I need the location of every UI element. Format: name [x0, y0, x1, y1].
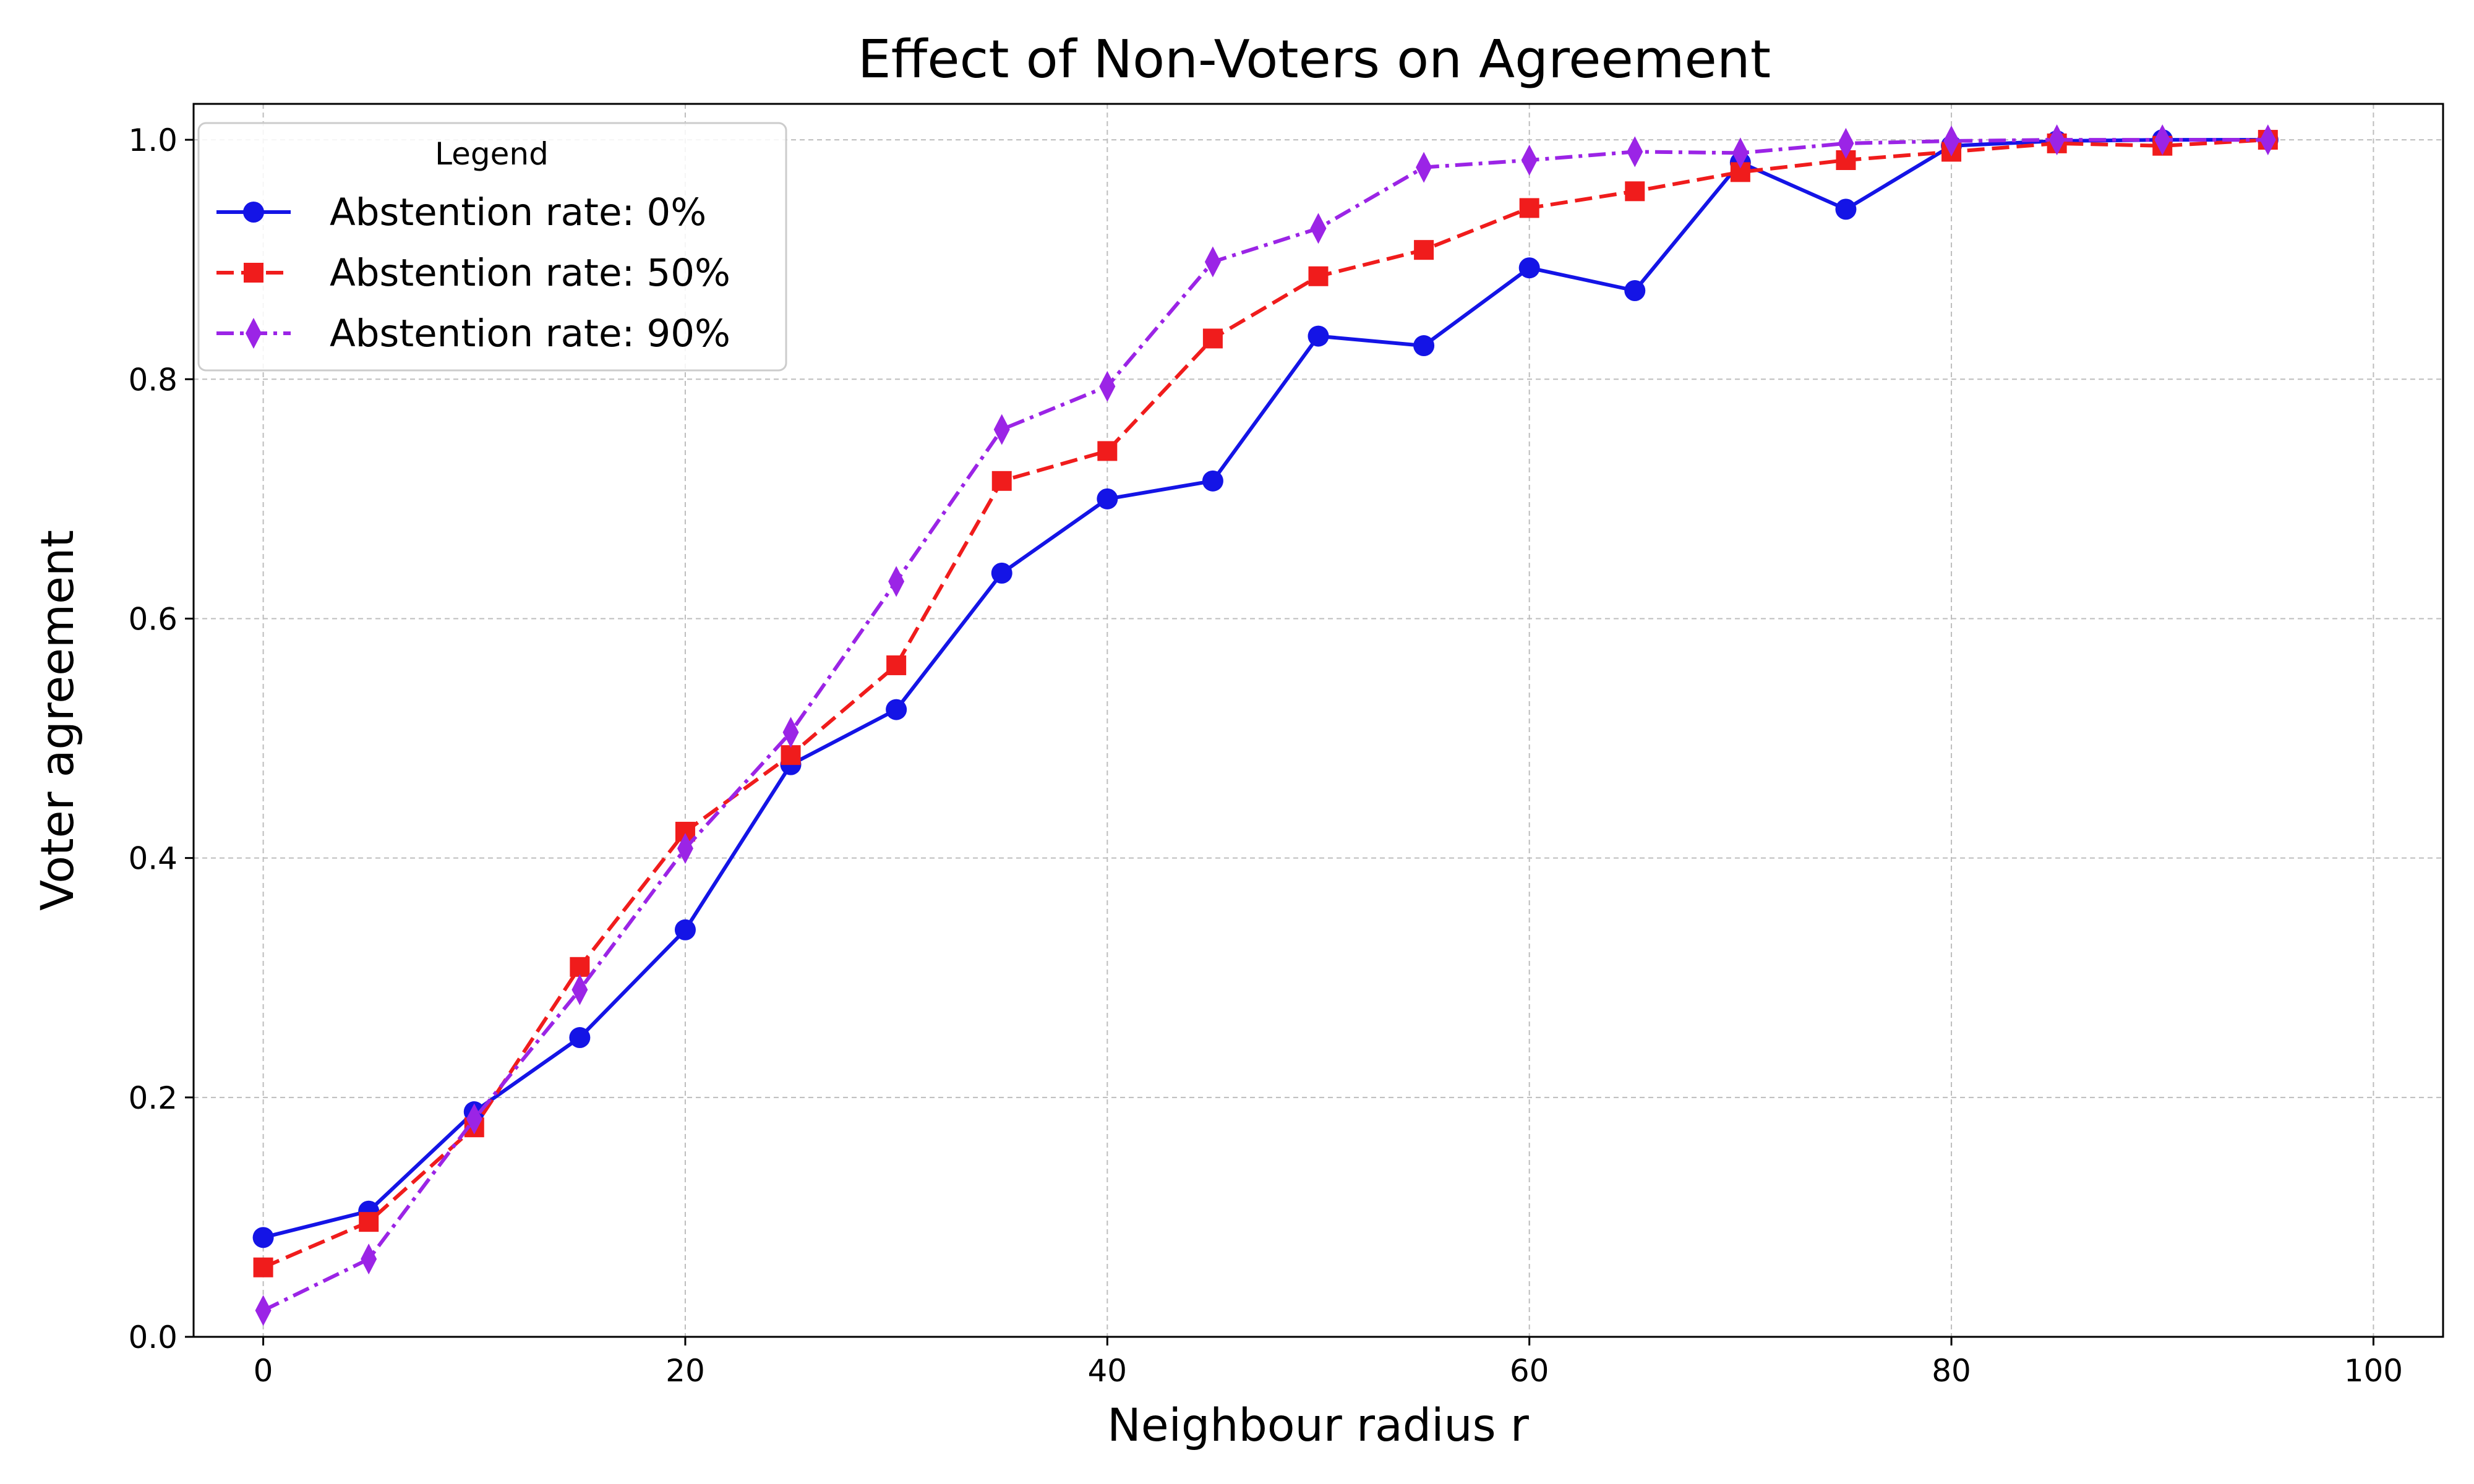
x-tick-label: 20: [666, 1353, 705, 1389]
data-point: [677, 833, 693, 864]
data-point: [886, 655, 907, 675]
data-point: [255, 1295, 272, 1326]
data-point: [993, 414, 1010, 445]
legend-marker: [243, 202, 264, 223]
data-point: [253, 1257, 273, 1277]
legend-title: Legend: [435, 136, 549, 172]
data-point: [1624, 280, 1646, 302]
data-point: [1414, 240, 1434, 260]
data-point: [886, 699, 907, 720]
data-point: [570, 957, 590, 977]
x-tick-label: 80: [1932, 1353, 1971, 1389]
data-point: [1097, 441, 1118, 461]
data-point: [1519, 198, 1539, 218]
data-point: [466, 1103, 482, 1135]
data-point: [571, 974, 588, 1005]
chart-title: Effect of Non-Voters on Agreement: [858, 29, 1771, 90]
y-tick-label: 0.6: [128, 601, 178, 637]
y-tick-label: 0.2: [128, 1080, 178, 1116]
data-point: [1308, 266, 1329, 286]
data-point: [1835, 198, 1857, 220]
data-point: [991, 471, 1012, 491]
legend-label: Abstention rate: 50%: [330, 251, 730, 295]
data-point: [1732, 137, 1748, 169]
data-point: [1310, 213, 1327, 244]
legend-marker: [244, 263, 263, 283]
legend-entry: Abstention rate: 90%: [216, 312, 730, 356]
data-point: [782, 717, 799, 748]
x-tick-label: 60: [1510, 1353, 1549, 1389]
data-point: [569, 1027, 591, 1049]
data-point: [2259, 124, 2276, 156]
x-axis-label: Neighbour radius r: [1107, 1399, 1530, 1452]
y-tick-label: 1.0: [128, 122, 178, 158]
legend-entry: Abstention rate: 50%: [216, 251, 730, 295]
data-point: [1308, 325, 1329, 347]
data-point: [1521, 144, 1538, 176]
legend-marker: [246, 318, 262, 349]
plot-area-frame: [192, 103, 2444, 1338]
data-point: [1202, 470, 1223, 492]
legend-box: [197, 122, 787, 372]
data-point: [1838, 127, 1854, 159]
series-line: [262, 138, 2268, 1313]
x-tick-label: 0: [254, 1353, 273, 1389]
data-point: [1943, 126, 1960, 157]
data-point: [1202, 328, 1223, 349]
data-point: [781, 745, 801, 765]
data-point: [888, 566, 905, 597]
y-tick-label: 0.0: [128, 1320, 178, 1355]
y-axis-label: Voter agreement: [32, 530, 84, 911]
x-tick-label: 100: [2344, 1353, 2403, 1389]
data-point: [991, 562, 1012, 584]
data-point: [359, 1212, 379, 1232]
series-3: [255, 124, 2276, 1326]
data-point: [361, 1243, 377, 1275]
legend: Legend Abstention rate: 0%Abstention rat…: [197, 122, 787, 372]
data-point: [1518, 257, 1540, 279]
axis-ticks: 0 20 40 60 80 100 0.0 0.2 0.4 0.6 0.8 1.0: [128, 122, 2403, 1389]
data-point: [1099, 370, 1116, 402]
data-point: [252, 1227, 274, 1248]
data-point: [1204, 246, 1221, 278]
data-point: [1413, 335, 1435, 357]
data-point: [1625, 181, 1645, 202]
data-point: [1627, 136, 1643, 168]
series-group: [252, 124, 2279, 1326]
data-point: [1097, 488, 1118, 510]
y-tick-label: 0.4: [128, 841, 178, 877]
data-point: [674, 919, 696, 940]
legend-entries: Abstention rate: 0% Abstention rate: 50% A…: [216, 190, 730, 356]
legend-label: Abstention rate: 0%: [330, 190, 706, 234]
legend-label: Abstention rate: 90%: [330, 312, 730, 356]
data-point: [2154, 124, 2171, 156]
legend-entry: Abstention rate: 0%: [216, 190, 706, 234]
series-line: [262, 138, 2268, 1269]
data-point: [1416, 151, 1432, 183]
data-point: [2048, 124, 2065, 156]
y-tick-label: 0.8: [128, 362, 178, 398]
series-line: [262, 138, 2268, 1240]
x-tick-label: 40: [1088, 1353, 1128, 1389]
